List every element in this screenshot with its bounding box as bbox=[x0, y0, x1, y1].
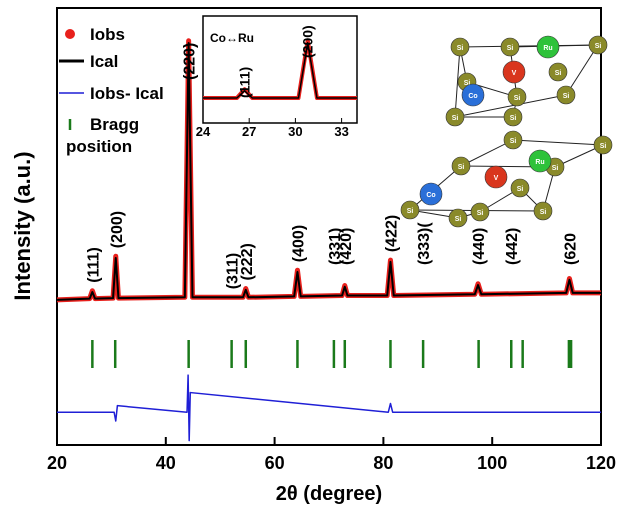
structure-bond bbox=[454, 94, 567, 118]
x-tick-label: 60 bbox=[265, 453, 285, 473]
atom bbox=[448, 208, 468, 228]
peak-label: (311) bbox=[225, 253, 242, 289]
atom-label: Si bbox=[595, 43, 602, 50]
x-tick-label: 100 bbox=[477, 453, 507, 473]
atom bbox=[536, 35, 560, 59]
inset-x-tick-label: 30 bbox=[288, 124, 302, 139]
atom bbox=[503, 130, 523, 150]
inset-x-tick-label: 27 bbox=[242, 124, 256, 139]
atom-label: Si bbox=[517, 186, 524, 193]
atom-label: Ru bbox=[543, 45, 552, 52]
atom-label: Co bbox=[426, 192, 435, 199]
atom-label: Si bbox=[552, 165, 559, 172]
structure-bond bbox=[460, 139, 514, 167]
structure-bond bbox=[454, 46, 461, 118]
atom-label: Si bbox=[555, 70, 562, 77]
x-tick-label: 120 bbox=[586, 453, 616, 473]
atom-label: Si bbox=[464, 80, 471, 87]
x-tick-label: 80 bbox=[373, 453, 393, 473]
atom bbox=[451, 156, 471, 176]
atom bbox=[484, 165, 508, 189]
legend-label: Ical bbox=[90, 52, 118, 71]
inset-x-tick-label: 33 bbox=[334, 124, 348, 139]
atom-label: Si bbox=[407, 208, 414, 215]
atom bbox=[507, 87, 527, 107]
atom bbox=[461, 83, 485, 107]
legend-marker bbox=[65, 29, 75, 39]
inset-frame bbox=[202, 15, 358, 124]
atom bbox=[588, 35, 608, 55]
atom-label: Si bbox=[540, 209, 547, 216]
peak-label: (442) bbox=[504, 228, 521, 265]
x-tick-label: 40 bbox=[156, 453, 176, 473]
atom-label: Si bbox=[507, 45, 514, 52]
atom-label: Si bbox=[458, 164, 465, 171]
atom bbox=[500, 37, 520, 57]
series-line bbox=[203, 42, 357, 99]
atom-label: V bbox=[494, 175, 499, 182]
peak-label: (220) bbox=[182, 43, 199, 80]
series-line bbox=[57, 374, 601, 442]
x-tick-label: 20 bbox=[47, 453, 67, 473]
inset-peak-label: (200) bbox=[300, 25, 316, 58]
peak-label: (111) bbox=[85, 247, 102, 283]
inset-x-tick-label: 24 bbox=[196, 124, 211, 139]
peak-label: (222) bbox=[239, 243, 256, 280]
peak-label: (333)( bbox=[416, 222, 433, 265]
atom bbox=[502, 60, 526, 84]
atom-label: Ru bbox=[535, 159, 544, 166]
atom bbox=[510, 178, 530, 198]
atom bbox=[470, 202, 490, 222]
atom-label: Si bbox=[452, 115, 459, 122]
atom bbox=[548, 62, 568, 82]
peak-label: (420) bbox=[338, 228, 355, 265]
peak-label: (200) bbox=[109, 211, 126, 248]
atom bbox=[419, 182, 443, 206]
peak-label: (400) bbox=[290, 225, 307, 262]
atom-label: Si bbox=[510, 138, 517, 145]
atom bbox=[400, 200, 420, 220]
atom-label: Si bbox=[600, 143, 607, 150]
atom-label: Si bbox=[455, 216, 462, 223]
atom bbox=[445, 107, 465, 127]
atom bbox=[450, 37, 470, 57]
peak-label: (620 bbox=[562, 233, 579, 265]
x-axis-label: 2θ (degree) bbox=[276, 483, 382, 505]
atom bbox=[528, 149, 552, 173]
inset-peak-label: (111) bbox=[237, 67, 253, 98]
atom bbox=[503, 107, 523, 127]
atom-label: Si bbox=[563, 93, 570, 100]
peak-label: (331) bbox=[327, 228, 344, 265]
peak-label: (440) bbox=[471, 228, 488, 265]
structure-bond bbox=[565, 44, 599, 96]
atom-label: Si bbox=[477, 210, 484, 217]
inset-title: Co↔Ru bbox=[210, 31, 254, 45]
atom bbox=[556, 85, 576, 105]
atom bbox=[593, 135, 613, 155]
peak-label: (422) bbox=[383, 215, 400, 252]
legend-label: Bragg position bbox=[66, 115, 139, 156]
series-line bbox=[56, 41, 601, 301]
atom-label: V bbox=[512, 70, 517, 77]
legend-label: Iobs- Ical bbox=[90, 84, 164, 103]
atom-label: Si bbox=[510, 115, 517, 122]
atom-label: Si bbox=[514, 95, 521, 102]
y-axis-label: Intensity (a.u.) bbox=[10, 151, 35, 300]
plot-frame bbox=[56, 7, 602, 446]
atom bbox=[533, 201, 553, 221]
atom-label: Co bbox=[468, 93, 477, 100]
legend-label: Iobs bbox=[90, 25, 125, 44]
atom-label: Si bbox=[457, 45, 464, 52]
structure-bond bbox=[512, 139, 604, 146]
